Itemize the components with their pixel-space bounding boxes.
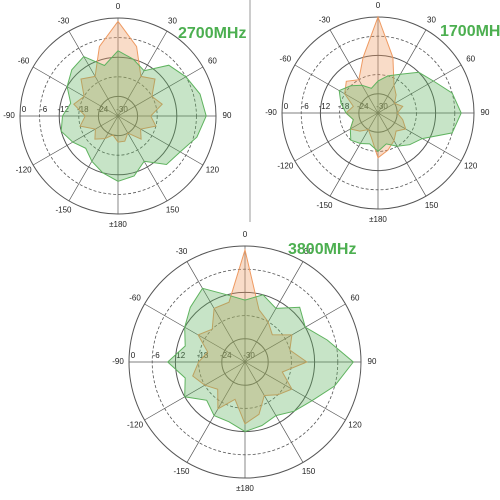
spoke [186, 361, 246, 463]
spoke [117, 66, 204, 117]
theta-tick-label: -30 [58, 17, 70, 26]
chart-title: 1700MHz [440, 23, 500, 40]
r-tick-label: -12 [174, 351, 186, 360]
r-tick-label: -30 [376, 102, 388, 111]
pattern-green [166, 287, 354, 433]
spoke [329, 112, 379, 197]
r-tick-label: -18 [338, 102, 350, 111]
theta-tick-label: 0 [116, 2, 121, 11]
spoke [68, 30, 119, 117]
theta-tick-label: -150 [316, 201, 333, 210]
spoke [68, 115, 119, 202]
spoke [186, 261, 246, 363]
theta-tick-label: 60 [351, 294, 360, 303]
r-tick-label: 0 [284, 102, 289, 111]
theta-tick-label: -150 [55, 206, 72, 215]
theta-tick-label: ±180 [109, 220, 127, 229]
theta-tick-label: -120 [16, 166, 33, 175]
theta-tick-label: 0 [376, 1, 381, 10]
theta-tick-label: 30 [304, 247, 313, 256]
theta-tick-label: -60 [18, 57, 30, 66]
spoke [32, 66, 119, 117]
pattern-orange [73, 20, 163, 143]
theta-tick-label: -120 [277, 162, 294, 171]
spoke [144, 361, 246, 421]
spoke [377, 112, 427, 197]
theta-tick-label: -120 [127, 421, 144, 430]
pattern-green [338, 71, 462, 153]
r-tick-label: -18 [197, 351, 209, 360]
spoke [117, 115, 204, 166]
spoke [377, 112, 462, 162]
spoke [377, 64, 462, 114]
spoke [117, 30, 168, 117]
r-tick-label: -30 [116, 105, 128, 114]
theta-tick-label: -60 [129, 294, 141, 303]
theta-tick-label: ±180 [236, 484, 254, 493]
chart-title: 3800MHz [288, 241, 356, 258]
pattern-orange [192, 247, 308, 425]
spoke [244, 261, 304, 363]
theta-tick-label: -30 [176, 247, 188, 256]
theta-tick-label: 90 [223, 111, 232, 120]
spoke [32, 115, 119, 166]
pattern-green [60, 50, 207, 182]
r-tick-label: -12 [319, 102, 331, 111]
r-tick-label: -24 [97, 105, 109, 114]
theta-tick-label: 150 [425, 201, 439, 210]
spoke [244, 361, 346, 421]
spoke [144, 303, 246, 363]
theta-tick-label: -30 [319, 15, 331, 24]
theta-tick-label: 120 [348, 421, 362, 430]
spoke [294, 112, 379, 162]
r-tick-label: -30 [243, 351, 255, 360]
theta-tick-label: ±180 [369, 215, 387, 224]
theta-tick-label: -90 [265, 108, 277, 117]
theta-tick-label: -90 [112, 357, 124, 366]
theta-tick-label: 30 [168, 17, 177, 26]
spoke [244, 361, 304, 463]
r-tick-label: -6 [153, 351, 161, 360]
theta-tick-label: 60 [466, 55, 475, 64]
r-tick-label: -12 [57, 105, 69, 114]
r-tick-label: -6 [40, 105, 48, 114]
theta-tick-label: 150 [166, 206, 180, 215]
r-tick-label: -6 [302, 102, 310, 111]
r-tick-label: -24 [220, 351, 232, 360]
r-tick-label: 0 [131, 351, 136, 360]
theta-tick-label: -150 [173, 467, 190, 476]
theta-tick-label: -90 [3, 111, 15, 120]
r-tick-label: 0 [22, 105, 27, 114]
theta-tick-label: 120 [206, 166, 220, 175]
r-tick-label: -18 [77, 105, 89, 114]
theta-tick-label: 150 [302, 467, 316, 476]
theta-tick-label: 0 [243, 230, 248, 239]
spoke [329, 29, 379, 114]
spoke [244, 303, 346, 363]
spoke [294, 64, 379, 114]
theta-tick-label: 30 [427, 15, 436, 24]
theta-tick-label: 90 [481, 108, 490, 117]
r-tick-label: -24 [357, 102, 369, 111]
spoke [117, 115, 168, 202]
theta-tick-label: 60 [208, 57, 217, 66]
theta-tick-label: -60 [280, 55, 292, 64]
chart-title: 2700MHz [178, 25, 246, 42]
theta-tick-label: 120 [464, 162, 478, 171]
spoke [377, 29, 427, 114]
theta-tick-label: 90 [368, 357, 377, 366]
